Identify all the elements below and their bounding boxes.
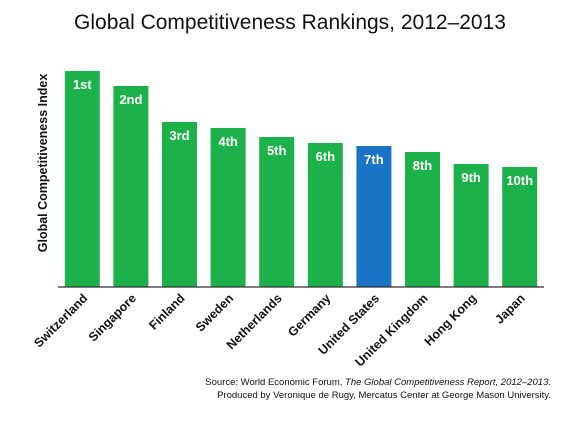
source-suffix: . [548, 377, 551, 388]
category-label: Finland [146, 291, 187, 332]
rank-label: 5th [267, 143, 287, 158]
rank-label: 6th [316, 149, 336, 164]
rank-label: 9th [461, 170, 481, 185]
rank-label: 4th [218, 134, 238, 149]
bar-japan [502, 167, 538, 287]
bar-switzerland [64, 71, 100, 287]
bar-netherlands [259, 137, 295, 287]
bar-finland [162, 122, 197, 287]
category-label: Hong Kong [422, 291, 480, 349]
rank-labels-layer: 1st 2nd 3rd 4th 5th 6th 7th 8th 9th 10th [73, 77, 533, 188]
bars-layer [64, 71, 538, 287]
chart-title: Global Competitiveness Rankings, 2012–20… [74, 11, 506, 34]
category-label: Germany [285, 291, 333, 339]
producer-note: Produced by Veronique de Rugy, Mercatus … [217, 390, 551, 401]
y-axis-label: Global Competitiveness Index [36, 74, 50, 253]
bar-germany [307, 143, 343, 287]
category-label: Sweden [193, 291, 236, 334]
rank-label: 2nd [119, 92, 142, 107]
bar-united-kingdom [405, 152, 440, 287]
rank-label: 3rd [169, 128, 189, 143]
bar-hong-kong [453, 164, 489, 287]
category-label: Switzerland [31, 291, 90, 350]
rank-label: 1st [73, 77, 92, 92]
category-label: Singapore [86, 291, 139, 344]
source-note: Source: World Economic Forum, The Global… [205, 377, 551, 388]
bar-sweden [210, 128, 246, 287]
rank-label: 7th [364, 152, 384, 167]
rank-label: 8th [413, 158, 433, 173]
category-label: Japan [492, 291, 527, 326]
rank-label: 10th [506, 173, 533, 188]
source-prefix: Source: World Economic Forum, [205, 377, 345, 388]
bar-singapore [113, 86, 149, 287]
source-publication: The Global Competitiveness Report, 2012–… [345, 377, 549, 388]
bar-united-states [356, 146, 392, 287]
